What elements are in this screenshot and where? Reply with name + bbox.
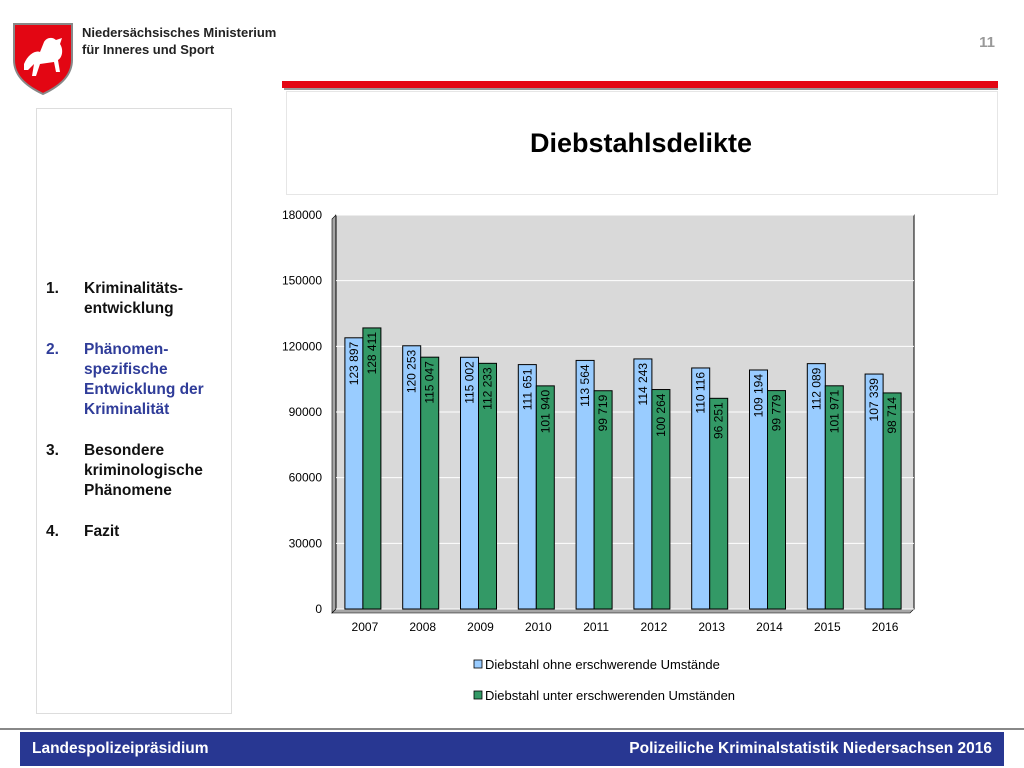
x-tick-label: 2012	[641, 620, 668, 634]
ministry-name: Niedersächsisches Ministerium für Innere…	[82, 24, 276, 58]
agenda-item-3: 3. Besondere kriminologische Phänomene	[46, 441, 231, 501]
data-label: 112 089	[809, 367, 823, 410]
x-tick-label: 2015	[814, 620, 841, 634]
bar	[362, 327, 382, 610]
agenda-item-number: 1.	[46, 280, 59, 297]
bar	[593, 390, 613, 610]
x-tick-label: 2013	[698, 620, 725, 634]
agenda-item-number: 2.	[46, 341, 59, 358]
lower-saxony-crest-icon	[13, 23, 73, 96]
y-tick-label: 180000	[282, 208, 322, 222]
y-tick-label: 60000	[289, 471, 323, 485]
ministry-line-1: Niedersächsisches Ministerium	[82, 25, 277, 40]
agenda-panel	[36, 108, 232, 714]
data-label: 115 002	[463, 361, 477, 404]
agenda-item-label: Besondere kriminologische Phänomene	[84, 442, 203, 499]
data-label: 99 719	[596, 394, 610, 431]
x-tick-label: 2010	[525, 620, 552, 634]
header-red-line	[282, 81, 998, 88]
header-red-line-shadow	[284, 88, 998, 90]
bar	[824, 385, 844, 610]
plot-side-wall	[331, 214, 337, 614]
x-tick-label: 2011	[583, 620, 609, 634]
bar	[651, 389, 671, 610]
data-label: 123 897	[347, 341, 361, 385]
bar	[767, 390, 786, 610]
y-tick-label: 0	[315, 602, 322, 616]
agenda-item-number: 3.	[46, 442, 59, 459]
data-label: 107 339	[867, 378, 881, 422]
x-tick-label: 2008	[409, 620, 436, 634]
legend-swatch	[473, 690, 483, 700]
data-label: 115 047	[423, 361, 437, 404]
legend-label: Diebstahl unter erschwerenden Umständen	[485, 688, 735, 703]
data-label: 100 264	[654, 393, 668, 437]
agenda-item-4: 4. Fazit	[46, 522, 231, 542]
agenda-item-number: 4.	[46, 523, 59, 540]
data-label: 101 971	[827, 389, 841, 433]
data-label: 113 564	[578, 364, 592, 407]
x-tick-label: 2007	[352, 620, 379, 634]
agenda-list: 1. Kriminalitäts-entwicklung 2. Phänomen-s…	[46, 279, 231, 563]
bar	[420, 356, 440, 610]
footer-publication: Polizeiliche Kriminalstatistik Niedersac…	[629, 740, 992, 757]
agenda-item-1: 1. Kriminalitäts-entwicklung	[46, 279, 231, 319]
bar	[882, 392, 902, 610]
bar	[535, 385, 555, 610]
data-label: 112 233	[481, 367, 495, 410]
y-tick-label: 90000	[289, 405, 323, 419]
y-tick-label: 30000	[289, 536, 323, 550]
bar	[709, 397, 729, 610]
data-label: 111 651	[520, 368, 534, 410]
theft-bar-chart: 0 30000 60000 90000 120000 150000 180000 2007 12…	[282, 208, 915, 703]
agenda-item-label: Phänomen-spezifische Entwicklung der Kri…	[84, 341, 204, 418]
agenda-item-2: 2. Phänomen-spezifische Entwicklung der K…	[46, 340, 231, 420]
slide-title: Diebstahlsdelikte	[529, 128, 753, 158]
agenda-item-label: Fazit	[84, 523, 120, 540]
data-label: 110 116	[694, 372, 708, 414]
x-tick-label: 2016	[872, 620, 899, 634]
x-tick-label: 2009	[467, 620, 494, 634]
ministry-line-2: für Inneres und Sport	[82, 42, 215, 57]
data-label: 128 411	[365, 332, 379, 375]
data-label: 98 714	[885, 397, 899, 434]
x-tick-label: 2014	[756, 620, 783, 634]
footer-bar: Landespolizeipräsidium Polizeiliche Krim…	[20, 732, 1004, 766]
bar	[478, 362, 497, 610]
agenda-item-label: Kriminalitäts-entwicklung	[84, 280, 184, 317]
data-label: 109 194	[752, 374, 766, 418]
y-tick-label: 120000	[282, 339, 322, 353]
legend-label: Diebstahl ohne erschwerende Umstände	[485, 657, 720, 672]
page-number: 11	[979, 34, 995, 51]
legend-swatch	[473, 659, 483, 669]
title-box	[286, 91, 998, 195]
data-label: 99 779	[770, 394, 784, 431]
data-label: 96 251	[712, 402, 726, 439]
data-label: 101 940	[538, 390, 552, 434]
footer-separator	[0, 728, 1024, 730]
data-label: 120 253	[405, 349, 419, 393]
footer-organization: Landespolizeipräsidium	[32, 740, 209, 757]
y-tick-label: 150000	[282, 274, 322, 288]
data-label: 114 243	[636, 363, 650, 406]
plot-floor	[331, 608, 915, 614]
